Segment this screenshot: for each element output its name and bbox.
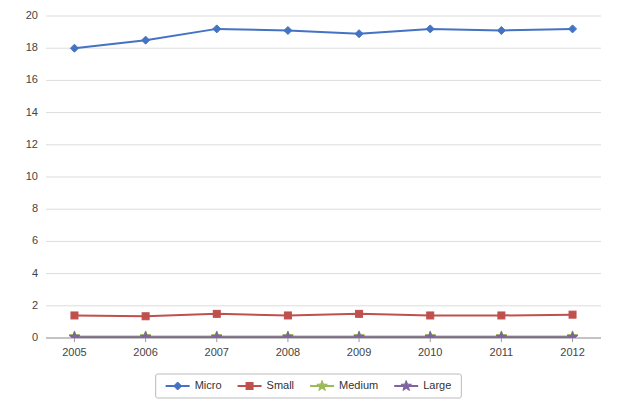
- y-axis: 0 2 4 6 8 10 12 14 16 18 20: [26, 9, 601, 343]
- x-tick: [287, 338, 288, 342]
- y-tick-label: 10: [26, 170, 38, 182]
- point: [140, 331, 150, 338]
- legend-item: Small: [238, 379, 295, 391]
- y-tick-label: 2: [32, 299, 38, 311]
- legend-frame: [156, 374, 462, 398]
- point: [496, 332, 506, 338]
- point: [497, 26, 505, 34]
- y-tick-label: 18: [26, 41, 38, 53]
- x-tick-label: 2006: [133, 346, 157, 358]
- grid-line: [46, 273, 601, 274]
- point: [142, 313, 149, 320]
- point: [567, 331, 577, 338]
- point: [284, 312, 291, 319]
- chart-container: 0 2 4 6 8 10 12 14 16 18 20 2005 2006 2007 2008 2009 201…: [0, 0, 617, 420]
- legend-label: Large: [423, 379, 451, 391]
- point: [569, 311, 576, 318]
- x-tick: [430, 338, 431, 342]
- x-tick: [359, 338, 360, 342]
- x-tick-label: 2005: [62, 346, 86, 358]
- legend-marker: [174, 382, 182, 390]
- point: [496, 331, 506, 338]
- y-tick-label: 12: [26, 138, 38, 150]
- point: [69, 331, 79, 338]
- legend-marker: [401, 381, 411, 391]
- legend-item: Medium: [310, 379, 378, 391]
- grid-line: [46, 80, 601, 81]
- series-line: [74, 29, 572, 48]
- series: [69, 332, 578, 338]
- point: [140, 332, 150, 338]
- grid-line: [46, 241, 601, 242]
- grid-line: [46, 112, 601, 113]
- legend-marker: [246, 383, 253, 390]
- grid-line: [46, 48, 601, 49]
- point: [71, 312, 78, 319]
- legend-label: Micro: [195, 379, 222, 391]
- point: [354, 331, 364, 338]
- grid-line: [46, 338, 601, 339]
- y-tick-label: 6: [32, 234, 38, 246]
- x-axis-line: [46, 338, 601, 339]
- point: [213, 310, 220, 317]
- point: [354, 332, 364, 338]
- point: [284, 26, 292, 34]
- point: [213, 25, 221, 33]
- point: [569, 25, 577, 33]
- x-tick-label: 2010: [418, 346, 442, 358]
- point: [427, 312, 434, 319]
- y-tick-label: 8: [32, 202, 38, 214]
- point: [69, 332, 79, 338]
- y-tick-label: 0: [32, 331, 38, 343]
- point: [142, 36, 150, 44]
- y-tick-label: 20: [26, 9, 38, 21]
- legend: Micro Small Medium Large: [156, 374, 462, 398]
- plot-area: [69, 25, 578, 338]
- point: [212, 331, 222, 338]
- point: [567, 332, 577, 338]
- grid-line: [46, 177, 601, 178]
- grid-line: [46, 305, 601, 306]
- point: [70, 44, 78, 52]
- series: [70, 25, 576, 52]
- x-tick: [74, 338, 75, 342]
- x-tick-label: 2008: [276, 346, 300, 358]
- point: [283, 332, 293, 338]
- y-tick-label: 14: [26, 106, 38, 118]
- series: [69, 331, 578, 338]
- x-axis: 2005 2006 2007 2008 2009 2010 2011 2012: [46, 338, 601, 358]
- point: [426, 25, 434, 33]
- x-tick-label: 2007: [205, 346, 229, 358]
- x-tick: [216, 338, 217, 342]
- x-tick: [145, 338, 146, 342]
- series: [71, 310, 576, 319]
- point: [283, 331, 293, 338]
- x-tick-label: 2011: [490, 346, 514, 358]
- legend-item: Micro: [166, 379, 222, 391]
- point: [425, 331, 435, 338]
- legend-marker: [317, 381, 327, 391]
- grid-line: [46, 209, 601, 210]
- x-tick-label: 2009: [347, 346, 371, 358]
- grid-line: [46, 16, 601, 17]
- legend-label: Medium: [339, 379, 378, 391]
- grid-line: [46, 144, 601, 145]
- y-tick-label: 16: [26, 73, 38, 85]
- point: [498, 312, 505, 319]
- point: [356, 310, 363, 317]
- point: [212, 332, 222, 338]
- x-tick: [501, 338, 502, 342]
- chart: 0 2 4 6 8 10 12 14 16 18 20 2005 2006 2007 2008 2009 201…: [0, 0, 617, 420]
- legend-label: Small: [267, 379, 295, 391]
- x-tick-label: 2012: [560, 346, 584, 358]
- x-tick: [572, 338, 573, 342]
- y-tick-label: 4: [32, 267, 38, 279]
- point: [355, 30, 363, 38]
- legend-item: Large: [394, 379, 451, 391]
- point: [425, 332, 435, 338]
